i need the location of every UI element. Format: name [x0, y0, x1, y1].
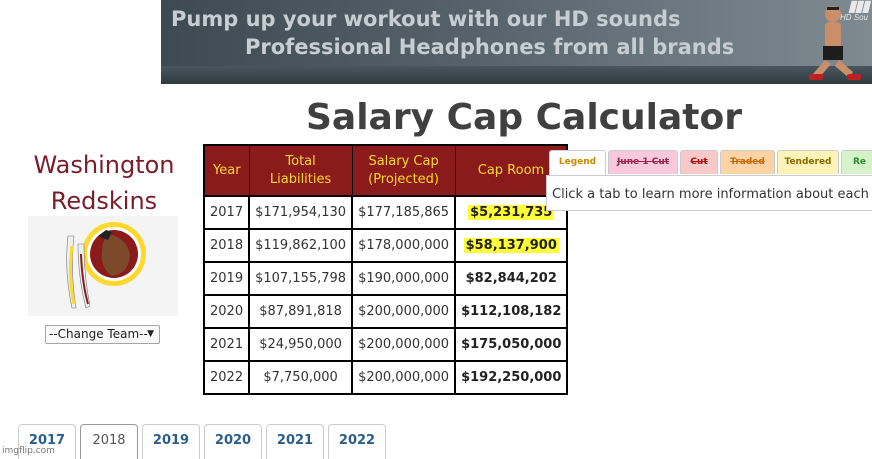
- athlete-image: [809, 6, 861, 80]
- salary-cap-cell: $200,000,000: [351, 294, 457, 329]
- table-row: 2017 $171,954,130 $177,185,865 $5,231,735: [202, 195, 569, 230]
- liabilities-cell: $171,954,130: [248, 195, 354, 230]
- cap-room-cell: $58,137,900: [454, 228, 569, 263]
- table-row: 2018 $119,862,100 $178,000,000 $58,137,900: [202, 228, 569, 263]
- salary-cap-cell: $190,000,000: [351, 261, 457, 296]
- liabilities-cell: $119,862,100: [248, 228, 354, 263]
- tab-re[interactable]: Re: [841, 150, 872, 174]
- change-team-select[interactable]: --Change Team-- ▼: [45, 325, 160, 344]
- year-cell: 2022: [202, 360, 251, 395]
- tab-traded[interactable]: Traded: [720, 150, 775, 174]
- cap-room-cell: $82,844,202: [454, 261, 569, 296]
- year-cell: 2020: [202, 294, 251, 329]
- table-row: 2019 $107,155,798 $190,000,000 $82,844,202: [202, 261, 569, 296]
- chevron-down-icon: ▼: [147, 329, 154, 339]
- change-team-select-value: --Change Team--: [49, 327, 148, 341]
- year-cell: 2018: [202, 228, 251, 263]
- ad-brand-logo: ▮▮▮ HD Sou: [839, 0, 870, 22]
- team-name: Washington Redskins: [28, 147, 180, 219]
- legend-message: Click a tab to learn more information ab…: [552, 187, 872, 202]
- tab-june-1-cut[interactable]: June 1 Cut: [608, 150, 678, 174]
- tab-cut[interactable]: Cut: [680, 150, 718, 174]
- cap-room-cell: $5,231,735: [454, 195, 569, 230]
- table-row: 2022 $7,750,000 $200,000,000 $192,250,000: [202, 360, 569, 395]
- column-header-year: Year: [203, 144, 250, 197]
- page-title: Salary Cap Calculator: [306, 97, 742, 138]
- highlighted-value: $5,231,735: [468, 205, 555, 220]
- liabilities-cell: $24,950,000: [248, 327, 354, 362]
- team-name-line2: Redskins: [50, 187, 158, 215]
- legend-tab-bar: Legend June 1 Cut Cut Traded Tendered Re: [549, 150, 872, 176]
- tab-year-2018[interactable]: 2018: [80, 424, 138, 459]
- tab-year-2022[interactable]: 2022: [328, 424, 386, 459]
- tab-year-2017[interactable]: 2017: [18, 424, 76, 459]
- year-cell: 2019: [202, 261, 251, 296]
- table-row: 2021 $24,950,000 $200,000,000 $175,050,000: [202, 327, 569, 362]
- ad-subheadline: Professional Headphones from all brands: [245, 35, 735, 59]
- cap-room-cell: $175,050,000: [454, 327, 569, 362]
- salary-cap-cell: $200,000,000: [351, 360, 457, 395]
- tab-year-2020[interactable]: 2020: [204, 424, 262, 459]
- year-cell: 2017: [202, 195, 251, 230]
- cap-table-header: Year Total Liabilities Salary Cap (Project…: [203, 144, 568, 197]
- ad-floor-strip: [161, 66, 872, 84]
- team-logo-icon: [66, 222, 146, 309]
- salary-cap-cell: $200,000,000: [351, 327, 457, 362]
- tab-legend[interactable]: Legend: [549, 150, 606, 176]
- ad-banner[interactable]: Pump up your workout with our HD sounds …: [161, 0, 872, 84]
- highlighted-value: $58,137,900: [463, 238, 559, 253]
- liabilities-cell: $107,155,798: [248, 261, 354, 296]
- table-row: 2020 $87,891,818 $200,000,000 $112,108,182: [202, 294, 569, 329]
- watermark: imgflip.com: [2, 446, 55, 456]
- column-header-liabilities: Total Liabilities: [248, 144, 353, 197]
- liabilities-cell: $87,891,818: [248, 294, 354, 329]
- liabilities-cell: $7,750,000: [248, 360, 354, 395]
- tab-year-2019[interactable]: 2019: [142, 424, 200, 459]
- cap-table: Year Total Liabilities Salary Cap (Project…: [202, 144, 569, 395]
- cap-room-cell: $192,250,000: [454, 360, 569, 395]
- legend-panel: Click a tab to learn more information ab…: [546, 175, 872, 211]
- salary-cap-cell: $178,000,000: [351, 228, 457, 263]
- tab-year-2021[interactable]: 2021: [266, 424, 324, 459]
- ad-headline: Pump up your workout with our HD sounds: [171, 7, 681, 31]
- tab-tendered[interactable]: Tendered: [777, 150, 839, 174]
- team-logo: [28, 216, 178, 316]
- year-cell: 2021: [202, 327, 251, 362]
- team-name-line1: Washington: [33, 151, 175, 179]
- cap-room-cell: $112,108,182: [454, 294, 569, 329]
- column-header-salary-cap: Salary Cap (Projected): [351, 144, 456, 197]
- salary-cap-cell: $177,185,865: [351, 195, 457, 230]
